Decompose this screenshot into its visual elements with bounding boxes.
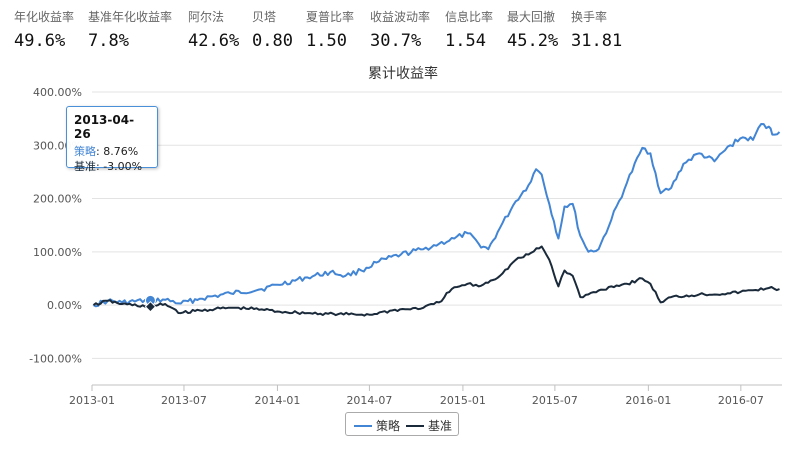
legend-item-strategy[interactable]: 策略: [354, 417, 400, 434]
x-tick-label: 2013-01: [69, 394, 115, 405]
tooltip-benchmark-value: -3.00%: [103, 160, 143, 173]
metric-turnover: 换手率 31.81: [571, 8, 622, 51]
y-axis: -100.00%0.00%100.00%200.00%300.00%400.00…: [29, 86, 82, 365]
tooltip-benchmark-row: 基准: -3.00%: [74, 160, 143, 173]
metric-value: 45.2%: [507, 31, 559, 51]
x-tick-label: 2014-07: [346, 394, 392, 405]
legend-swatch-strategy: [354, 424, 372, 427]
y-tick-label: -100.00%: [29, 352, 82, 365]
metric-sharpe: 夏普比率 1.50: [306, 8, 354, 51]
metric-value: 49.6%: [14, 31, 66, 51]
legend-item-benchmark[interactable]: 基准: [406, 417, 452, 434]
metric-information-ratio: 信息比率 1.54: [445, 8, 493, 51]
legend-label-strategy: 策略: [376, 419, 401, 433]
metric-value: 0.80: [252, 31, 293, 51]
metric-value: 31.81: [571, 31, 623, 51]
tooltip-benchmark-label: 基准: [74, 160, 96, 173]
metric-value: 1.50: [306, 31, 347, 51]
y-tick-label: 100.00%: [33, 246, 82, 259]
metric-value: 1.54: [445, 31, 486, 51]
series-lines: [92, 123, 781, 317]
series-line-strategy: [93, 123, 781, 308]
metric-volatility: 收益波动率 30.7%: [370, 8, 430, 51]
y-tick-label: 400.00%: [33, 86, 82, 99]
metric-label: 年化收益率: [14, 10, 75, 24]
legend-swatch-benchmark: [406, 424, 424, 427]
legend-label-benchmark: 基准: [428, 419, 453, 433]
metric-alpha: 阿尔法 42.6%: [188, 8, 239, 51]
x-tick-label: 2016-01: [625, 394, 671, 405]
metric-label: 信息比率: [445, 10, 494, 24]
chart-legend: 策略 基准: [345, 412, 459, 436]
metric-max-drawdown: 最大回撤 45.2%: [507, 8, 558, 51]
metric-benchmark-annual-return: 基准年化收益率 7.8%: [88, 8, 172, 51]
tooltip-strategy-value: 8.76%: [103, 145, 139, 158]
x-tick-label: 2013-07: [161, 394, 207, 405]
x-tick-label: 2014-01: [254, 394, 300, 405]
x-tick-label: 2015-07: [532, 394, 578, 405]
tooltip-date: 2013-04-26: [74, 113, 135, 141]
hover-markers: [144, 294, 157, 313]
metric-label: 最大回撤: [507, 10, 556, 24]
metric-label: 收益波动率: [370, 10, 431, 24]
metric-label: 基准年化收益率: [88, 10, 173, 24]
y-tick-label: 0.00%: [47, 299, 82, 312]
metric-beta: 贝塔 0.80: [252, 8, 293, 51]
tooltip-strategy-label: 策略: [74, 145, 96, 158]
metrics-bar: 年化收益率 49.6% 基准年化收益率 7.8% 阿尔法 42.6% 贝塔 0.…: [0, 0, 806, 60]
series-line-benchmark: [92, 245, 780, 317]
metric-label: 贝塔: [252, 10, 277, 24]
chart-tooltip: 2013-04-26 策略: 8.76% 基准: -3.00%: [66, 106, 158, 173]
cumulative-return-chart[interactable]: 累计收益率 -100.00%0.00%100.00%200.00%300.00%…: [0, 55, 806, 405]
metric-label: 换手率: [571, 10, 608, 24]
chart-grid: [92, 91, 782, 359]
x-tick-label: 2016-07: [718, 394, 764, 405]
metric-label: 阿尔法: [188, 10, 225, 24]
metric-value: 42.6%: [188, 31, 240, 51]
x-axis: 2013-01 2013-07 2014-01 2014-07 2015-01 2015-…: [69, 384, 782, 405]
metric-label: 夏普比率: [306, 10, 355, 24]
metric-value: 7.8%: [88, 31, 129, 51]
hover-marker-benchmark: [144, 300, 157, 313]
chart-title: 累计收益率: [368, 65, 438, 82]
metric-value: 30.7%: [370, 31, 422, 51]
x-tick-label: 2015-01: [440, 394, 486, 405]
metric-annual-return: 年化收益率 49.6%: [14, 8, 74, 51]
tooltip-strategy-row: 策略: 8.76%: [74, 145, 139, 158]
y-tick-label: 200.00%: [33, 193, 82, 206]
